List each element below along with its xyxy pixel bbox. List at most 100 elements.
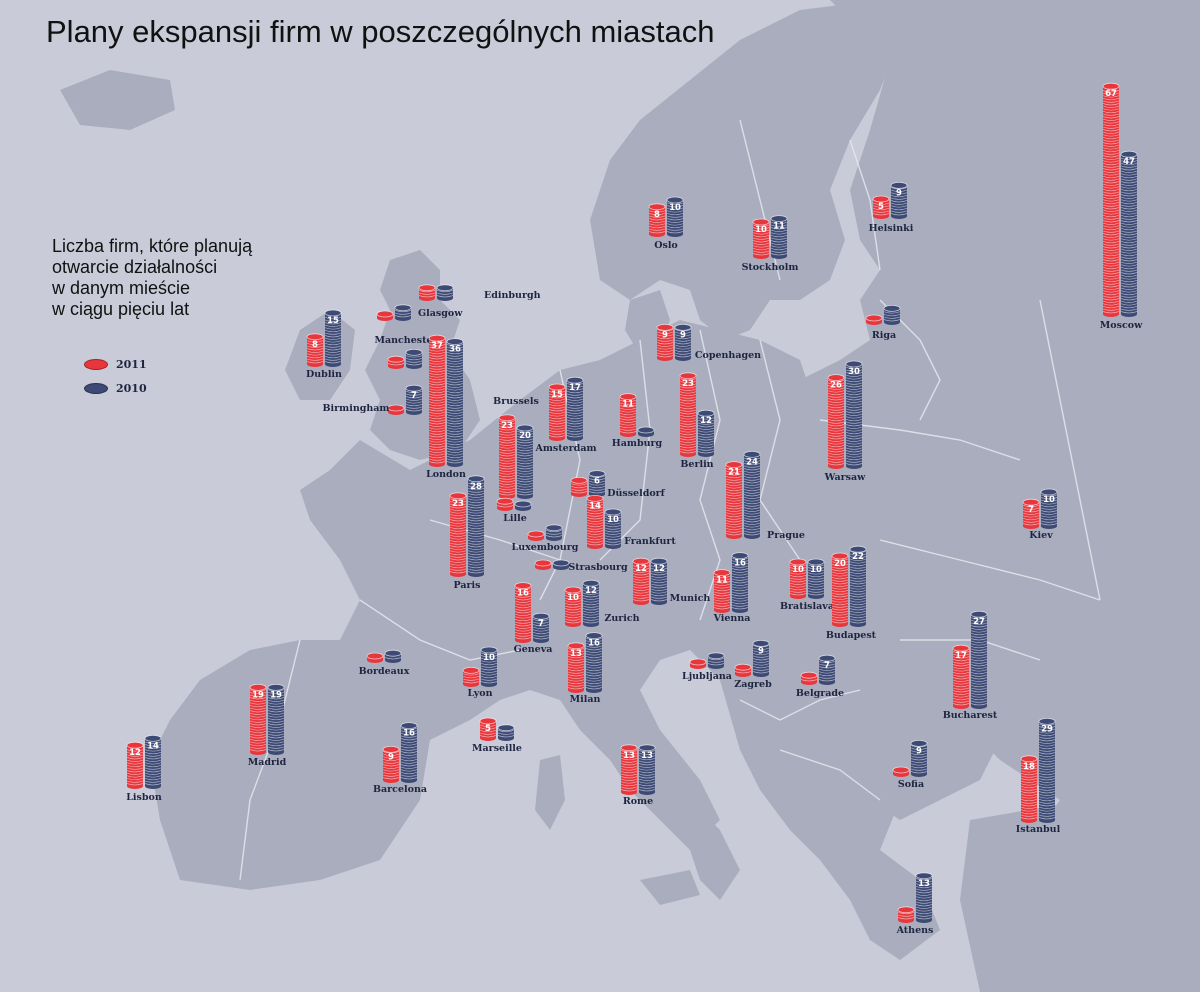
bar-ring bbox=[1102, 181, 1120, 184]
bar-ring bbox=[952, 666, 970, 669]
bar-ring bbox=[743, 475, 761, 479]
bar-ring bbox=[1102, 186, 1120, 189]
bar-ring bbox=[849, 556, 867, 559]
bar-ring bbox=[1038, 798, 1056, 802]
bar-top bbox=[387, 355, 405, 363]
bar-ring bbox=[566, 427, 584, 430]
bar-ring bbox=[249, 741, 267, 744]
bar-ring bbox=[1120, 207, 1138, 210]
bar-ring bbox=[731, 599, 749, 602]
bar-ring bbox=[498, 443, 516, 446]
bar-2010 bbox=[514, 500, 532, 511]
bar-ring bbox=[400, 761, 418, 764]
bar-ring bbox=[713, 591, 731, 594]
value-label-2011: 37 bbox=[431, 341, 443, 351]
bar-ring bbox=[1038, 759, 1056, 763]
bar-ring bbox=[588, 491, 606, 494]
bar-ring bbox=[807, 582, 825, 585]
bar-ring bbox=[405, 396, 423, 399]
border-line bbox=[699, 329, 721, 621]
bar-ring bbox=[656, 334, 674, 337]
legend-description-line: w ciągu pięciu lat bbox=[52, 299, 190, 319]
value-label-2010: 9 bbox=[680, 330, 686, 340]
bar-ring bbox=[910, 752, 928, 756]
bar-ring bbox=[428, 450, 446, 453]
bar-body bbox=[325, 313, 341, 364]
bar-ring bbox=[480, 652, 498, 655]
bar-ring bbox=[725, 475, 743, 479]
city-group: Manchester bbox=[374, 335, 439, 369]
bar-ring bbox=[770, 227, 788, 230]
bar-ring bbox=[743, 512, 761, 515]
bar-ring bbox=[324, 350, 342, 353]
bar-ring bbox=[498, 451, 516, 454]
bar-ring bbox=[324, 324, 342, 327]
bar-ring bbox=[324, 355, 342, 359]
bar-ring bbox=[1020, 770, 1038, 773]
bar-ring bbox=[827, 385, 845, 388]
bar-ring bbox=[752, 232, 770, 235]
bar-ring bbox=[638, 778, 656, 781]
bar-ring bbox=[725, 483, 743, 486]
bar-2011 bbox=[387, 404, 405, 415]
bar-ring bbox=[807, 574, 825, 578]
bar-ring bbox=[1120, 188, 1138, 192]
bar-ring bbox=[249, 710, 267, 713]
value-label-2010: 47 bbox=[1123, 157, 1135, 167]
bar-ring bbox=[516, 438, 534, 441]
bar-ring bbox=[267, 712, 285, 715]
bar-ring bbox=[324, 361, 342, 364]
bar-ring bbox=[516, 461, 534, 465]
city-label: Prague bbox=[767, 530, 805, 541]
bar-ring bbox=[1120, 261, 1138, 264]
bar-ring bbox=[679, 380, 697, 384]
bar-ring bbox=[586, 511, 604, 515]
bar-ring bbox=[467, 571, 485, 574]
bar-2011 bbox=[586, 494, 604, 549]
bar-ring bbox=[566, 411, 584, 414]
bar-ring bbox=[849, 613, 867, 616]
bar-ring bbox=[619, 410, 637, 413]
bar-ring bbox=[725, 478, 743, 481]
bar-ring bbox=[1120, 165, 1138, 168]
bar-ring bbox=[827, 463, 845, 466]
bar-ring bbox=[743, 483, 761, 486]
bar-ring bbox=[910, 763, 928, 766]
bar-ring bbox=[872, 202, 890, 205]
bar-ring bbox=[585, 663, 603, 666]
bar-ring bbox=[405, 409, 423, 412]
bar-ring bbox=[428, 448, 446, 451]
bar-ring bbox=[725, 504, 743, 507]
bar-2011 bbox=[789, 558, 807, 599]
bar-ring bbox=[849, 589, 867, 593]
bar-ring bbox=[428, 458, 446, 461]
bar-ring bbox=[449, 513, 467, 517]
bar-ring bbox=[845, 434, 863, 437]
bar-body bbox=[549, 387, 565, 438]
bar-top bbox=[666, 196, 684, 204]
bar-body bbox=[565, 590, 581, 624]
bar-ring bbox=[467, 521, 485, 524]
bar-ring bbox=[674, 352, 692, 355]
bar-ring bbox=[497, 729, 515, 733]
bar-ring bbox=[1102, 147, 1120, 150]
bar-ring bbox=[638, 763, 656, 766]
bar-ring bbox=[752, 237, 770, 240]
value-label-2010: 12 bbox=[585, 586, 597, 596]
bar-ring bbox=[656, 347, 674, 350]
bar-body bbox=[127, 745, 143, 786]
bar-ring bbox=[446, 372, 464, 375]
bar-2010 bbox=[674, 323, 692, 361]
bar-ring bbox=[849, 566, 867, 569]
bar-ring bbox=[849, 610, 867, 613]
bar-ring bbox=[382, 764, 400, 767]
bar-ring bbox=[743, 486, 761, 489]
bar-ring bbox=[827, 457, 845, 461]
bar-ring bbox=[1120, 217, 1138, 220]
bar-ring bbox=[827, 431, 845, 435]
bar-ring bbox=[1120, 157, 1138, 160]
